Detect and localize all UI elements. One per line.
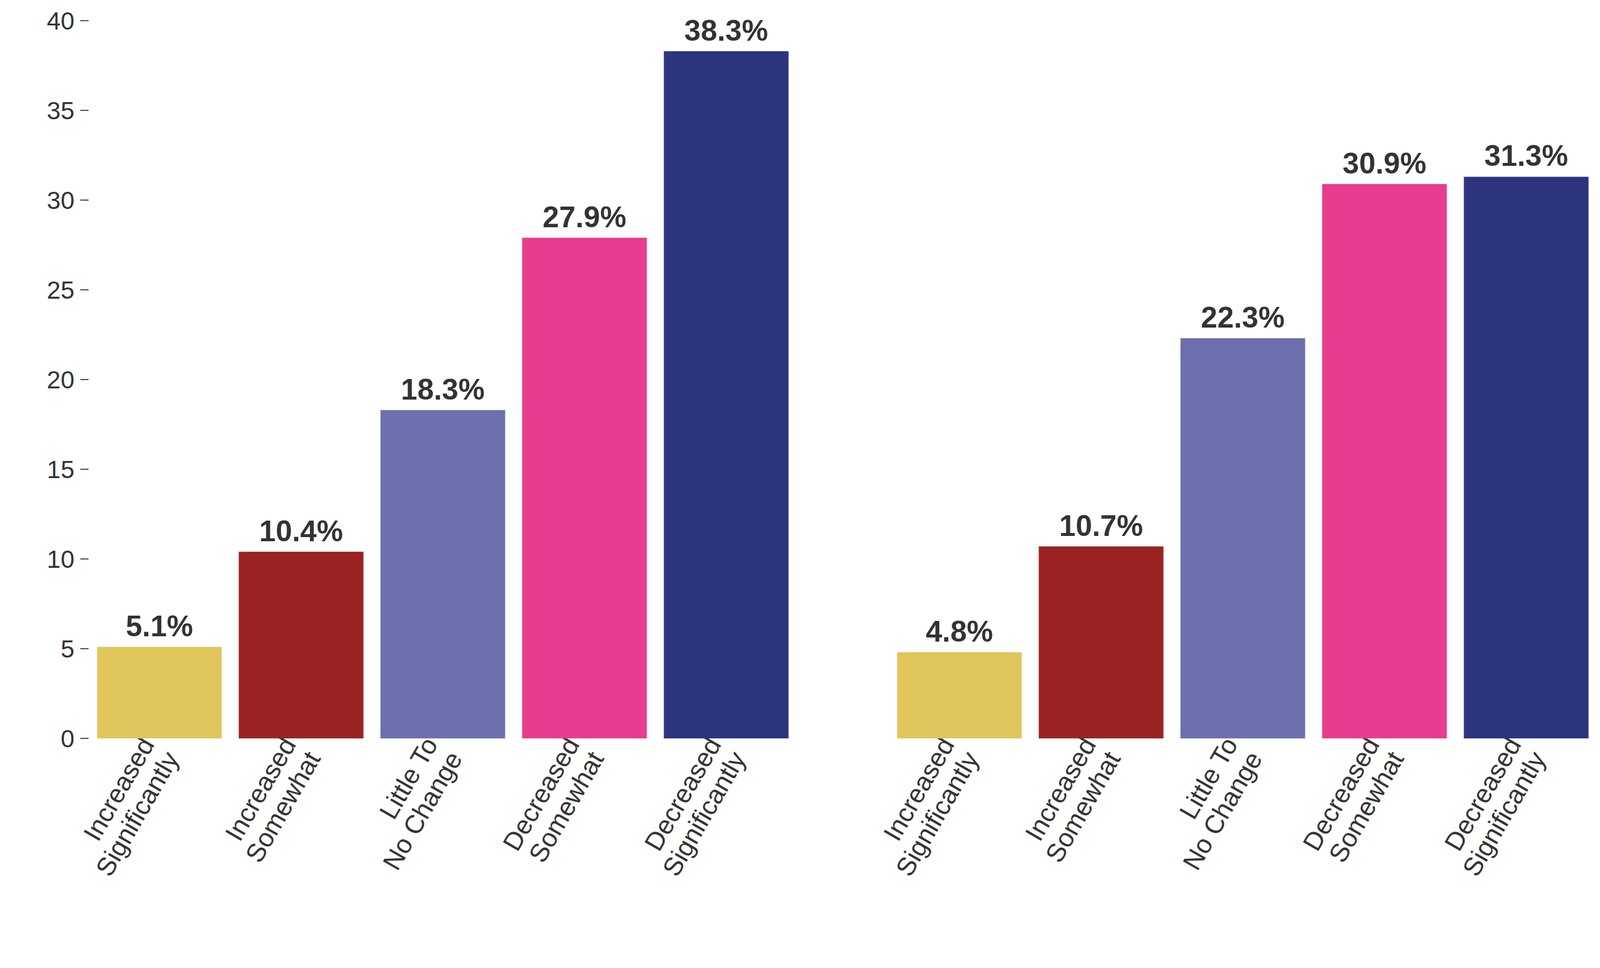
svg-text:38.3%: 38.3% — [684, 14, 769, 48]
svg-text:Significantly: Significantly — [889, 746, 985, 882]
svg-text:Increased: Increased — [219, 732, 302, 846]
svg-text:30.9%: 30.9% — [1342, 147, 1427, 181]
svg-text:20: 20 — [46, 366, 75, 394]
svg-text:5.1%: 5.1% — [125, 609, 194, 643]
svg-text:Significantly: Significantly — [89, 746, 185, 882]
svg-text:10: 10 — [46, 545, 75, 574]
svg-text:22.3%: 22.3% — [1200, 301, 1285, 335]
svg-text:No Change: No Change — [1176, 746, 1268, 875]
svg-text:0: 0 — [60, 725, 75, 753]
svg-text:Somewhat: Somewhat — [523, 746, 610, 868]
svg-text:Increased: Increased — [877, 732, 960, 846]
svg-text:Decreased: Decreased — [1296, 732, 1385, 856]
svg-text:10.4%: 10.4% — [259, 514, 344, 548]
svg-text:Increased: Increased — [77, 732, 160, 846]
svg-text:Little To: Little To — [373, 732, 444, 825]
svg-text:Significantly: Significantly — [656, 746, 751, 882]
svg-text:5: 5 — [60, 635, 75, 664]
svg-text:40: 40 — [46, 7, 75, 35]
svg-text:Decreased: Decreased — [496, 732, 585, 856]
svg-text:Somewhat: Somewhat — [239, 746, 326, 868]
svg-text:Decreased: Decreased — [1438, 732, 1527, 856]
svg-text:10.7%: 10.7% — [1059, 509, 1144, 543]
svg-text:27.9%: 27.9% — [542, 200, 627, 234]
svg-text:4.8%: 4.8% — [925, 615, 994, 649]
svg-text:Increased: Increased — [1019, 732, 1102, 846]
svg-text:Somewhat: Somewhat — [1039, 746, 1126, 868]
svg-text:15: 15 — [46, 455, 75, 484]
svg-text:Somewhat: Somewhat — [1323, 746, 1410, 868]
svg-text:35: 35 — [46, 96, 75, 125]
svg-text:Significantly: Significantly — [1456, 746, 1551, 882]
svg-text:30: 30 — [46, 186, 75, 215]
svg-text:Decreased: Decreased — [638, 732, 727, 856]
svg-text:No Change: No Change — [376, 746, 468, 875]
svg-text:31.3%: 31.3% — [1484, 139, 1569, 173]
svg-text:18.3%: 18.3% — [400, 373, 485, 407]
svg-text:25: 25 — [46, 276, 75, 305]
svg-text:Little To: Little To — [1173, 732, 1244, 825]
